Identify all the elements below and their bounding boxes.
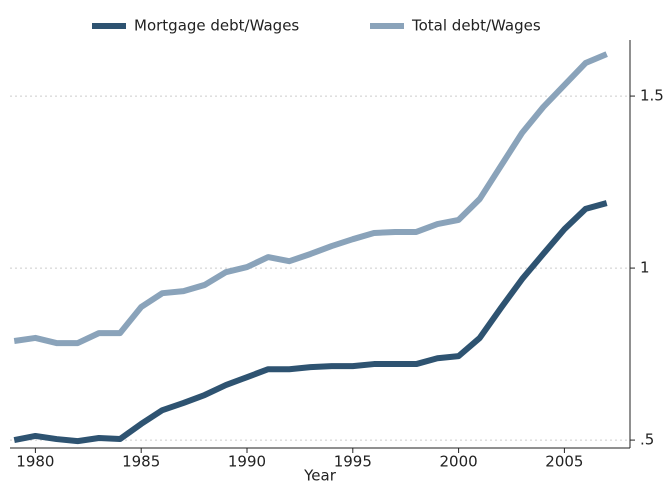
y-tick-label: 1.5 [640, 87, 664, 105]
x-tick-label: 2000 [440, 453, 478, 471]
y-tick-label: .5 [640, 431, 654, 449]
x-tick-label: 1990 [228, 453, 266, 471]
x-tick-label: 1985 [122, 453, 160, 471]
line [13, 51, 608, 347]
legend-label: Mortgage debt/Wages [134, 17, 299, 35]
x-tick-label: 1980 [16, 453, 54, 471]
legend-label: Total debt/Wages [411, 17, 541, 35]
x-tick-label: 2005 [545, 453, 583, 471]
x-tick-label: 1995 [334, 453, 372, 471]
line [13, 200, 608, 445]
y-tick-label: 1 [640, 259, 650, 277]
x-axis-label: Year [303, 467, 337, 485]
